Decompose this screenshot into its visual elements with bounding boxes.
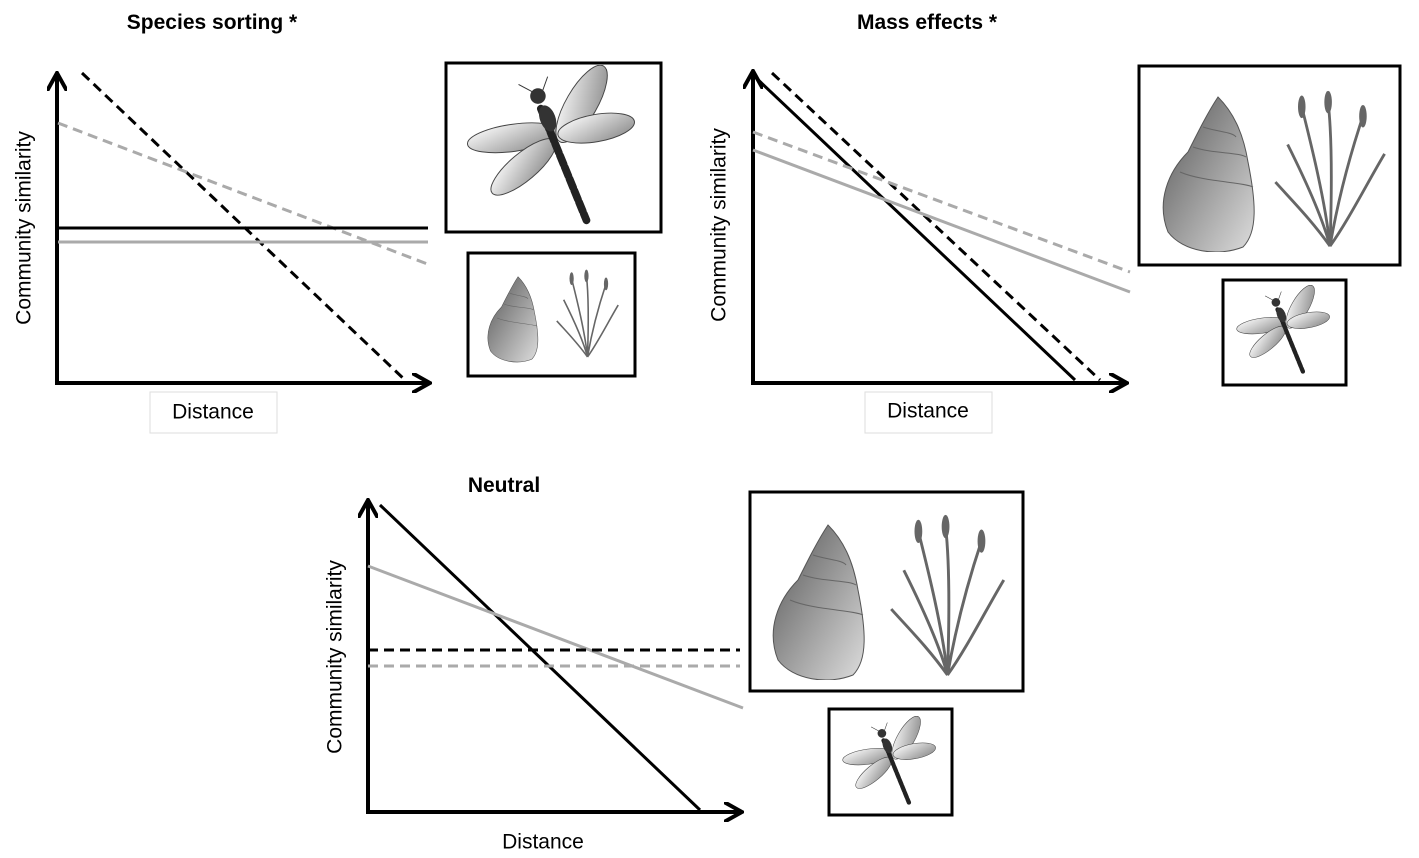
trend-line — [58, 123, 430, 265]
x-label: Distance — [887, 400, 969, 423]
x-label: Distance — [502, 831, 584, 854]
y-label: Community similarity — [324, 560, 347, 754]
panel-title: Species sorting * — [127, 11, 298, 34]
trend-line — [380, 505, 700, 810]
y-label: Community similarity — [708, 128, 731, 322]
panel-title: Neutral — [468, 474, 540, 497]
figure: Species sorting * Community similarity D… — [0, 0, 1419, 858]
trend-line — [753, 150, 1130, 292]
x-label: Distance — [172, 401, 254, 424]
y-label: Community similarity — [13, 131, 36, 325]
icon-box — [468, 253, 635, 376]
trend-line — [753, 132, 1130, 272]
trend-line — [368, 566, 743, 708]
trend-line — [753, 75, 1075, 380]
trend-line — [772, 73, 1100, 380]
panel-title: Mass effects * — [857, 11, 998, 34]
